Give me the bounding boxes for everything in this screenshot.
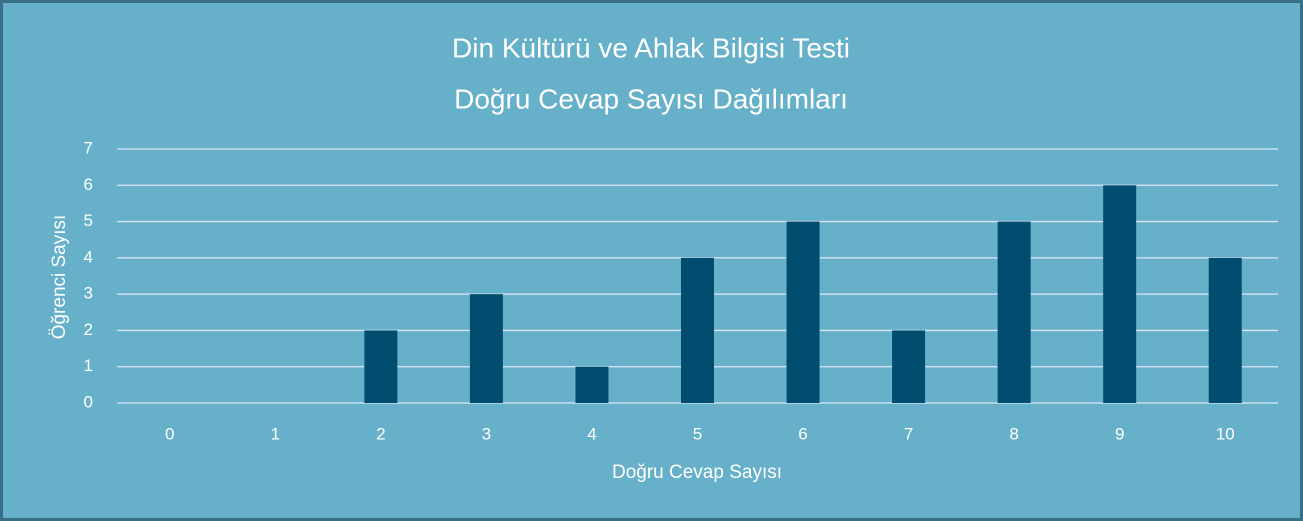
y-tick-label: 0 [84,392,93,411]
y-tick-label: 3 [84,284,93,303]
x-tick-label: 1 [271,424,280,443]
y-axis-title: Öğrenci Sayısı [49,215,70,340]
x-tick-label: 3 [482,424,491,443]
x-tick-label: 8 [1009,424,1018,443]
bar [469,294,503,403]
bar [997,221,1031,403]
x-tick-label: 4 [587,424,596,443]
y-tick-label: 7 [84,138,93,157]
x-tick-label: 5 [693,424,702,443]
y-tick-label: 2 [84,320,93,339]
y-tick-label: 4 [84,247,93,266]
chart-title: Din Kültürü ve Ahlak Bilgisi Testi [452,32,850,63]
bar [364,330,398,403]
bar [786,221,820,403]
x-tick-label: 2 [376,424,385,443]
bar [575,366,609,403]
x-tick-label: 9 [1115,424,1124,443]
x-tick-label: 0 [165,424,174,443]
x-axis-title: Doğru Cevap Sayısı [612,462,782,483]
x-tick-label: 10 [1216,424,1235,443]
bar [681,257,714,403]
y-tick-label: 1 [84,356,93,375]
chart-title: Doğru Cevap Sayısı Dağılımları [454,83,848,114]
y-tick-label: 6 [84,175,93,194]
bar [892,330,926,403]
bar [1208,257,1242,403]
x-tick-label: 6 [798,424,807,443]
bar [1103,185,1137,403]
y-tick-label: 5 [84,211,93,230]
x-tick-label: 7 [904,424,913,443]
